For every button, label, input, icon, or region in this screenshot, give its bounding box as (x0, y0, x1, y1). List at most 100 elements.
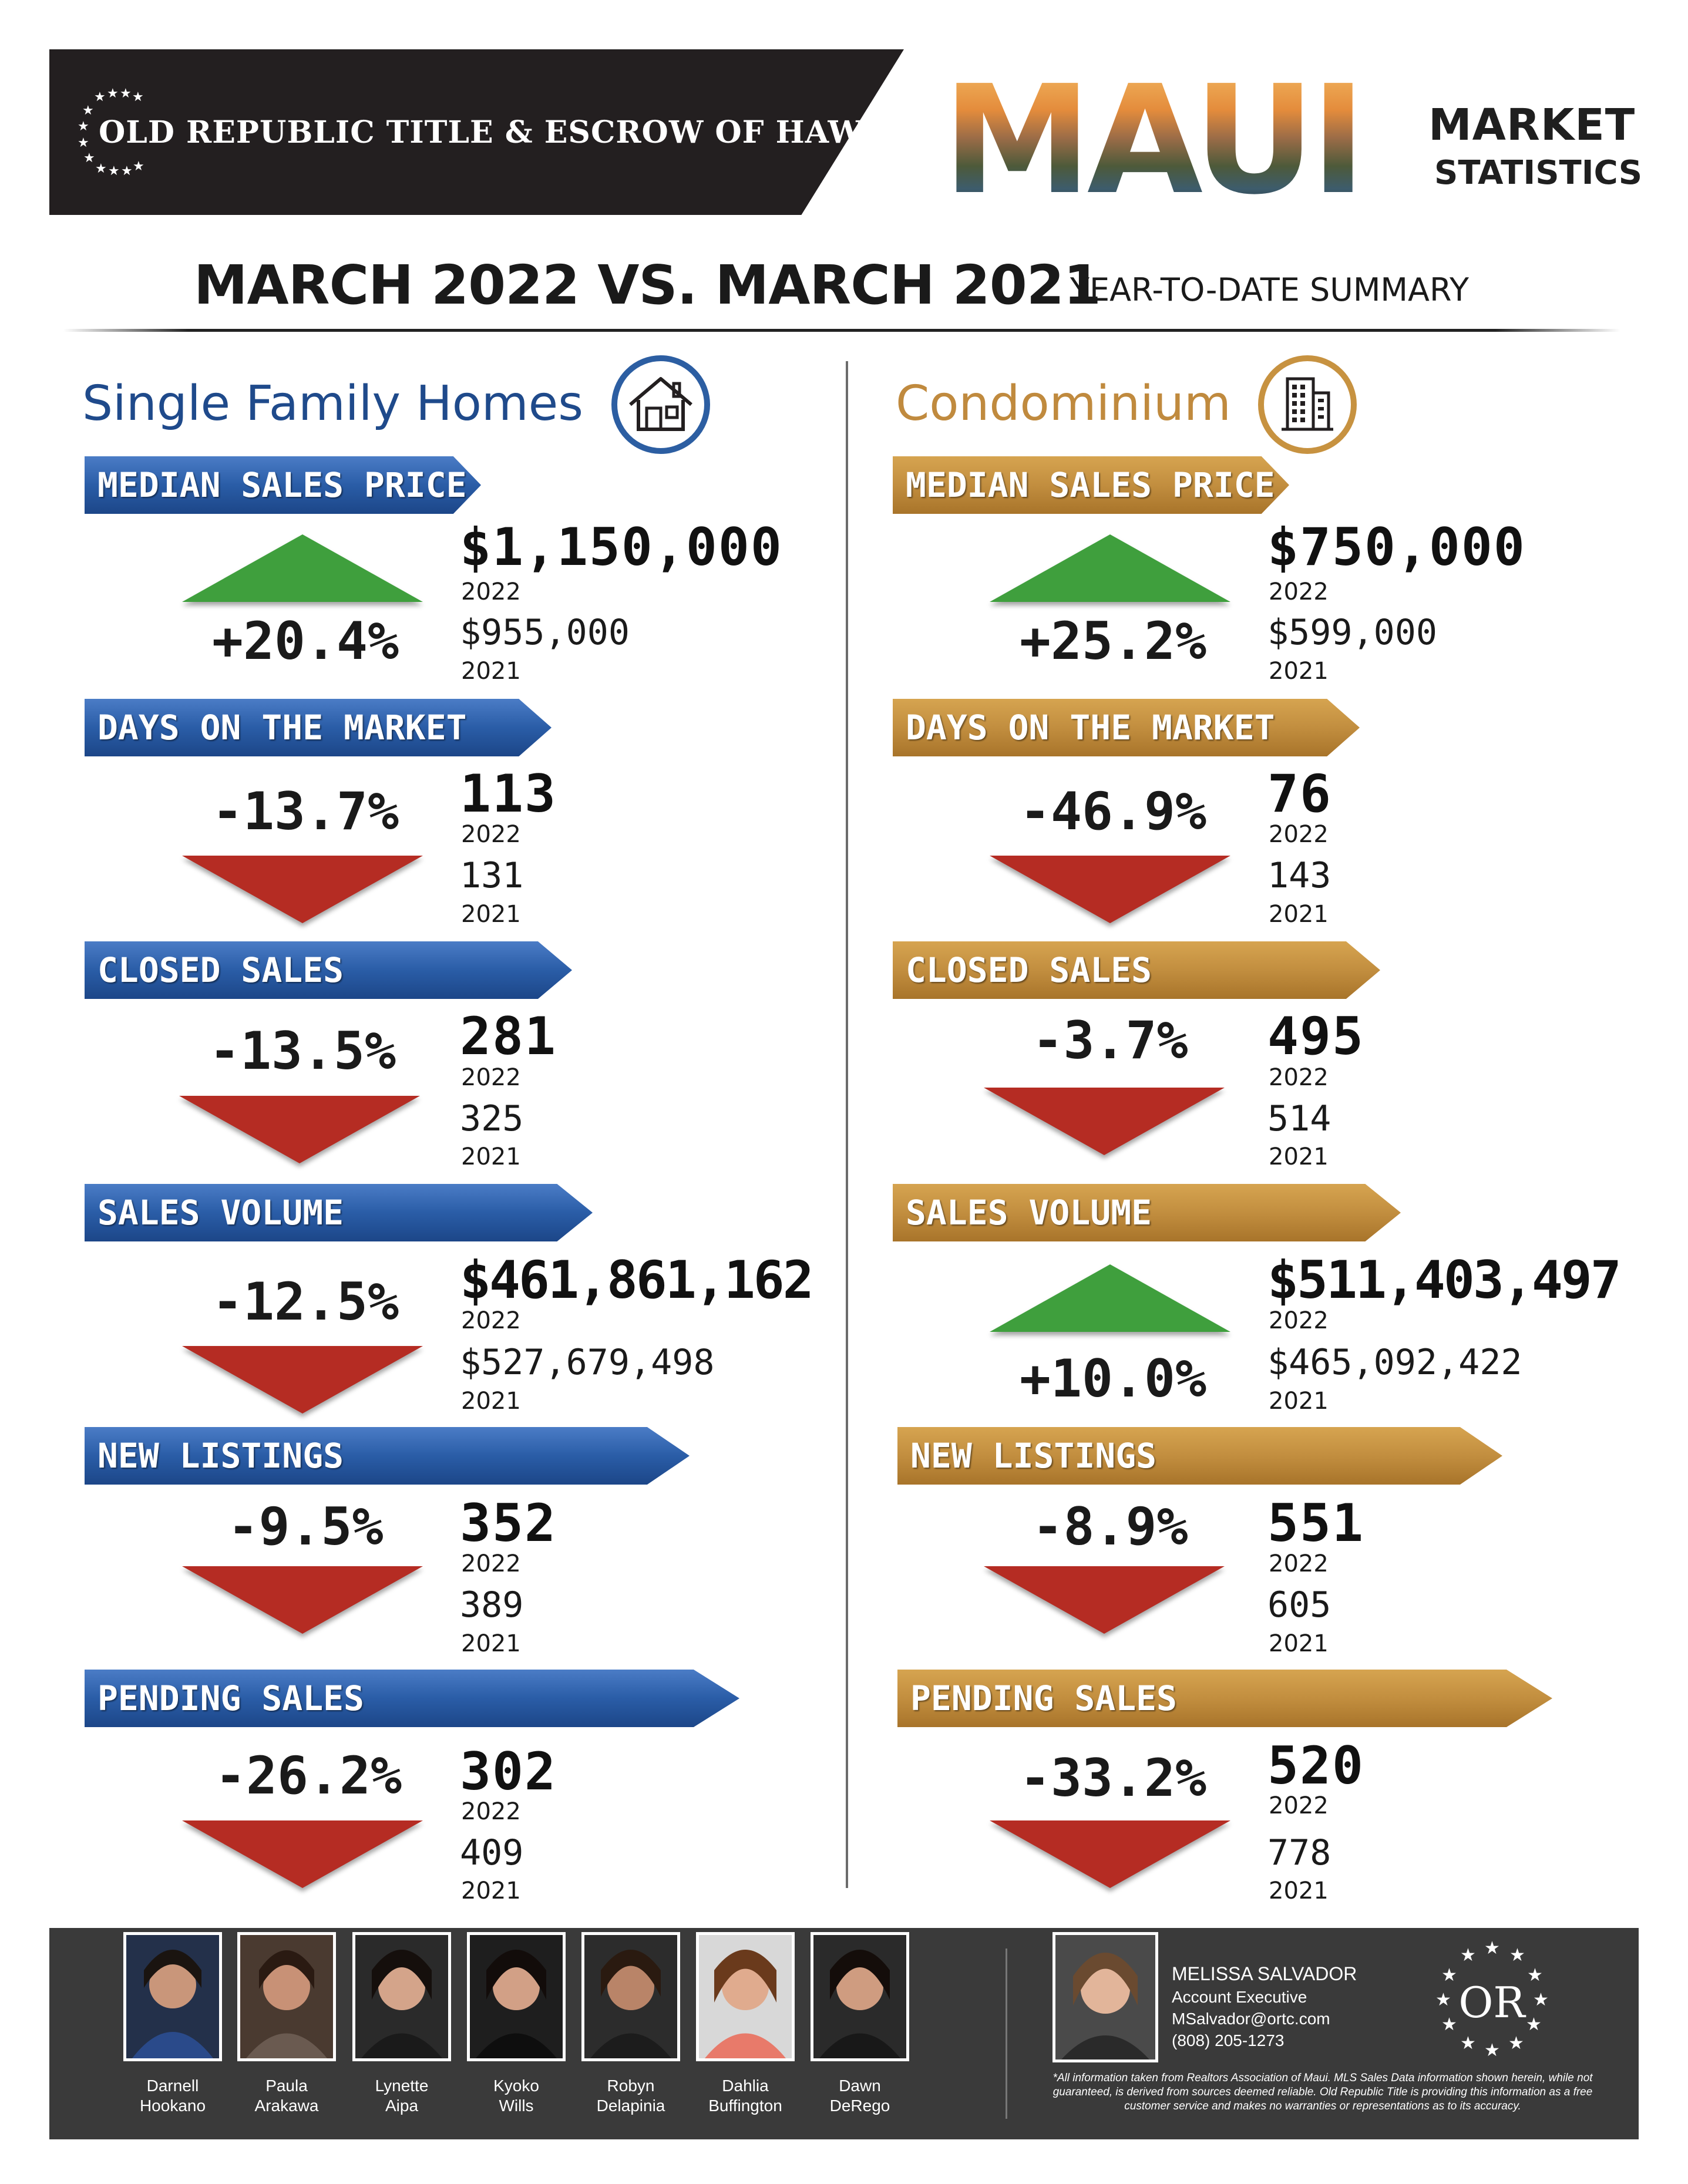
svg-text:★: ★ (1508, 2033, 1524, 2054)
svg-text:★: ★ (1526, 2014, 1542, 2035)
svg-text:★: ★ (1435, 1990, 1451, 2010)
condo-median-price-change: +25.2% (1020, 611, 1206, 671)
sfh-median-price-previous-year: 2021 (461, 658, 521, 685)
sfh-listings-current-year: 2022 (461, 1550, 521, 1577)
sfh-days-previous-year: 2021 (461, 901, 521, 928)
svg-text:★: ★ (107, 88, 119, 101)
sfh-closed-current: 281 (460, 1006, 557, 1066)
team-member-name: Kyoko Wills (493, 2077, 539, 2115)
svg-text:★: ★ (1441, 1965, 1457, 1986)
sfh-pending-current-year: 2022 (461, 1798, 521, 1825)
condo-days-change: -46.9% (1020, 781, 1206, 842)
single-family-title: Single Family Homes (82, 376, 583, 432)
executive-phone[interactable]: (808) 205-1273 (1172, 2031, 1285, 2050)
condo-pending-current-year: 2022 (1269, 1792, 1329, 1819)
condo-listings-current: 551 (1267, 1493, 1364, 1553)
svg-text:★: ★ (1527, 1965, 1543, 1986)
building-icon (1258, 355, 1357, 454)
team-member-name: Paula Arakawa (254, 2077, 319, 2115)
sfh-days-current-year: 2022 (461, 821, 521, 848)
condo-days-banner: DAYS ON THE MARKET (893, 699, 1360, 756)
sfh-median-price-previous: $955,000 (460, 612, 630, 653)
condo-volume-current-year: 2022 (1269, 1307, 1329, 1334)
sfh-volume-current: $461,861,162 (460, 1250, 814, 1310)
sfh-days-previous: 131 (460, 855, 524, 896)
condo-pending-change: -33.2% (1020, 1748, 1206, 1808)
svg-text:★: ★ (94, 90, 106, 105)
condo-pending-banner: PENDING SALES (897, 1670, 1552, 1727)
condo-listings-previous: 605 (1267, 1584, 1331, 1626)
condo-median-price-current-year: 2022 (1269, 578, 1329, 605)
condo-median-price-previous: $599,000 (1267, 612, 1437, 653)
team-member-name: Darnell Hookano (139, 2077, 206, 2115)
sfh-closed-change: -13.5% (209, 1021, 396, 1081)
sfh-volume-change: -12.5% (212, 1271, 399, 1332)
condo-closed-current: 495 (1267, 1006, 1364, 1066)
condo-days-current-year: 2022 (1269, 821, 1329, 848)
sfh-pending-current: 302 (460, 1741, 557, 1802)
arrow-up-icon (182, 534, 423, 602)
condo-closed-banner: CLOSED SALES (893, 941, 1380, 999)
sfh-pending-banner: PENDING SALES (85, 1670, 739, 1727)
svg-text:★: ★ (83, 151, 95, 166)
disclaimer: *All information taken from Realtors Ass… (1053, 2072, 1593, 2112)
sfh-pending-previous: 409 (460, 1832, 524, 1873)
svg-text:★: ★ (1460, 1945, 1476, 1966)
sfh-median-price-change: +20.4% (212, 611, 399, 671)
sfh-days-change: -13.7% (212, 781, 399, 842)
condo-volume-previous-year: 2021 (1269, 1388, 1329, 1415)
sfh-closed-current-year: 2022 (461, 1064, 521, 1091)
condo-closed-current-year: 2022 (1269, 1064, 1329, 1091)
sfh-listings-previous-year: 2021 (461, 1630, 521, 1657)
arrow-down-icon (182, 856, 423, 923)
arrow-down-icon (182, 1346, 423, 1414)
svg-text:★: ★ (132, 90, 144, 105)
arrow-down-icon (984, 1088, 1225, 1155)
svg-text:★: ★ (108, 164, 120, 176)
condo-volume-current: $511,403,497 (1267, 1250, 1622, 1310)
sfh-median-price-banner: MEDIAN SALES PRICE (85, 456, 481, 514)
arrow-down-icon (182, 1566, 423, 1634)
condo-volume-banner: SALES VOLUME (893, 1184, 1401, 1241)
condo-closed-previous-year: 2021 (1269, 1143, 1329, 1170)
svg-text:★: ★ (120, 88, 132, 101)
team-photo (696, 1932, 795, 2061)
brand-banner (49, 49, 904, 215)
region-title: MAUI (943, 53, 1366, 228)
executive-name: MELISSA SALVADOR (1172, 1963, 1357, 1984)
executive-title: Account Executive (1172, 1988, 1307, 2006)
condo-closed-change: -3.7% (1032, 1010, 1188, 1071)
arrow-down-icon (984, 1566, 1225, 1634)
condo-listings-change: -8.9% (1032, 1496, 1188, 1557)
svg-text:★: ★ (95, 161, 107, 176)
executive-email[interactable]: MSalvador@ortc.com (1172, 2010, 1330, 2028)
condo-days-previous-year: 2021 (1269, 901, 1329, 928)
arrow-up-icon (990, 1264, 1230, 1332)
sfh-days-current: 113 (460, 763, 557, 824)
sfh-listings-current: 352 (460, 1493, 557, 1553)
svg-text:★: ★ (1460, 2033, 1476, 2054)
sfh-median-price-current-year: 2022 (461, 578, 521, 605)
condo-median-price-banner: MEDIAN SALES PRICE (893, 456, 1289, 514)
sfh-closed-previous: 325 (460, 1098, 524, 1139)
team-member-name: Dawn DeRego (829, 2077, 890, 2115)
condo-pending-current: 520 (1267, 1735, 1364, 1796)
company-name: OLD REPUBLIC TITLE & ESCROW OF HAWAII (99, 115, 915, 150)
arrow-down-icon (990, 856, 1230, 923)
condo-listings-banner: NEW LISTINGS (897, 1427, 1502, 1485)
sfh-days-banner: DAYS ON THE MARKET (85, 699, 552, 756)
svg-text:★: ★ (1509, 1945, 1525, 1966)
team-member-name: Lynette Aipa (375, 2077, 429, 2115)
svg-text:★: ★ (133, 159, 144, 174)
arrow-up-icon (990, 534, 1230, 602)
condo-pending-previous: 778 (1267, 1832, 1331, 1873)
condo-median-price-current: $750,000 (1267, 517, 1526, 577)
svg-text:★: ★ (78, 136, 89, 150)
sfh-closed-banner: CLOSED SALES (85, 941, 572, 999)
svg-text:★: ★ (1484, 2040, 1500, 2061)
sfh-volume-previous: $527,679,498 (460, 1342, 715, 1383)
team-member-name: Dahlia Buffington (708, 2077, 782, 2115)
executive-photo (1053, 1932, 1158, 2062)
svg-text:★: ★ (1484, 1938, 1500, 1958)
condo-days-previous: 143 (1267, 855, 1331, 896)
